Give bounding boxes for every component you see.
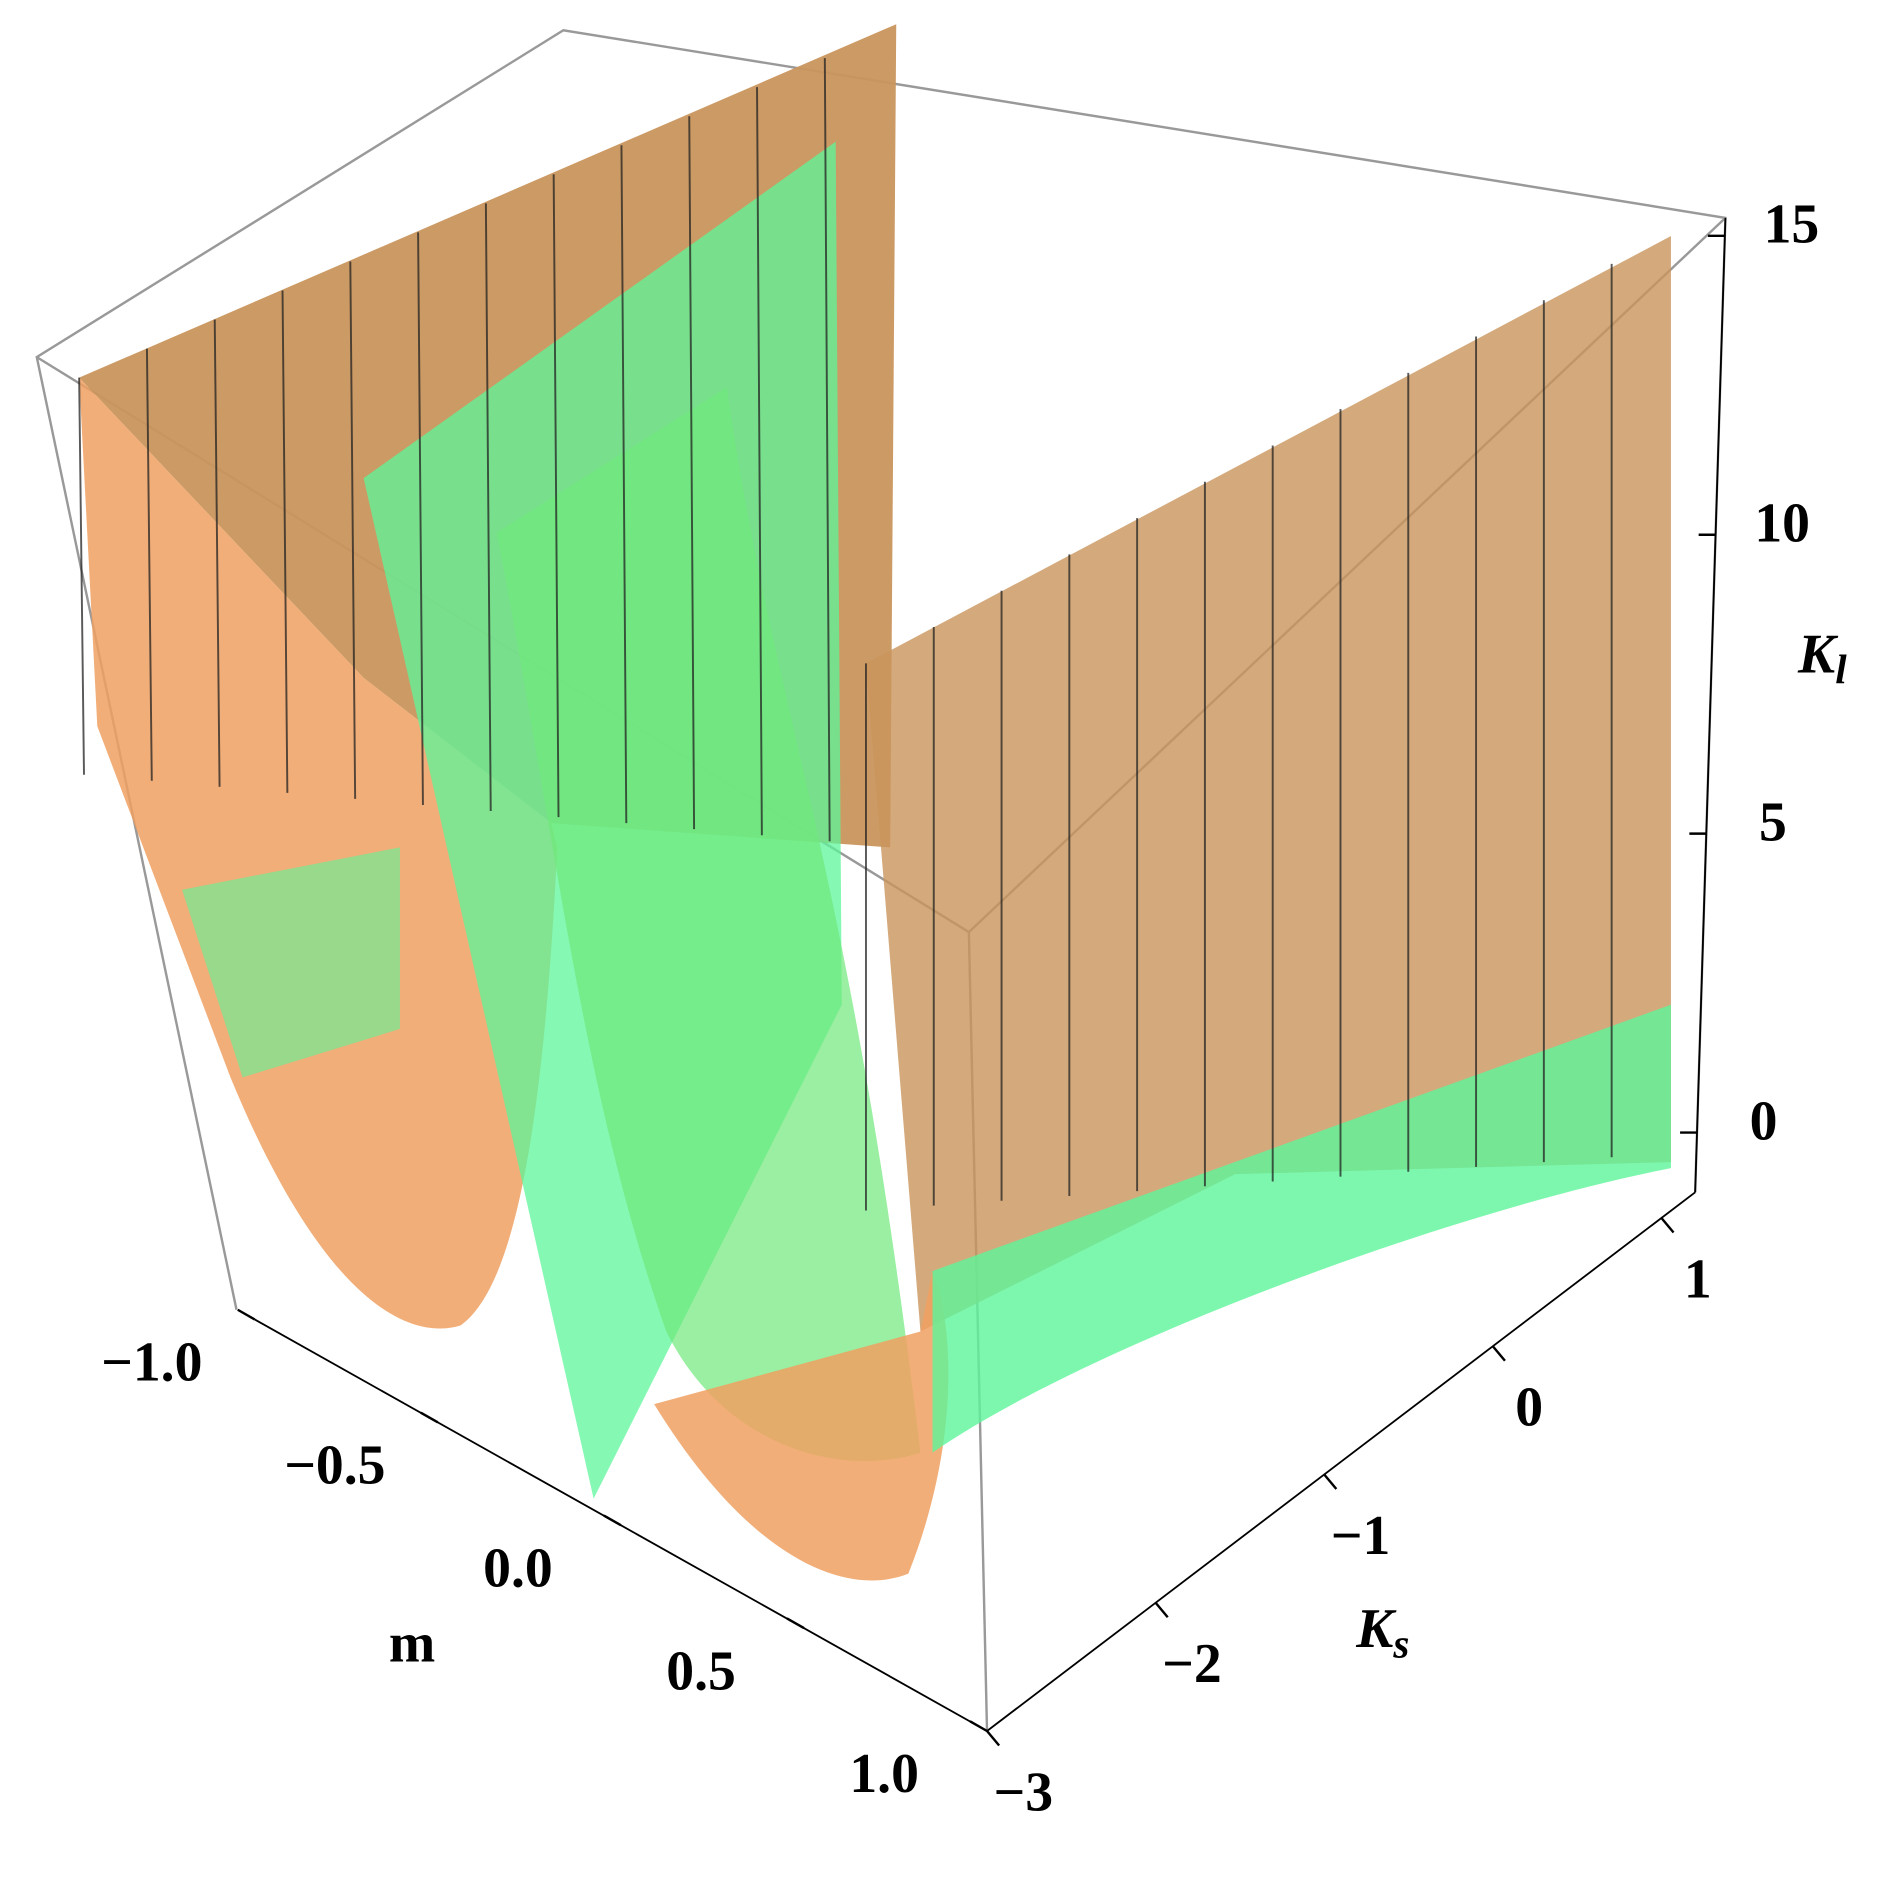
x-tick-label: −0.5 [284, 1435, 385, 1497]
y-tick [986, 1730, 1001, 1747]
mesh-line [688, 116, 696, 830]
x-tick-label: 0.0 [483, 1537, 553, 1599]
z-axis-label: Kl [1797, 623, 1847, 692]
mesh-line [349, 261, 357, 799]
y-tick-label: −3 [994, 1761, 1054, 1823]
surface-green [496, 387, 921, 1462]
y-tick-label: 1 [1684, 1248, 1712, 1310]
y-axis-label-main: K [1355, 1598, 1397, 1660]
surfaces [79, 24, 1671, 1581]
z-axis-label-sub: l [1835, 647, 1847, 693]
mesh-line [620, 145, 628, 824]
x-tick [786, 1617, 805, 1630]
mesh-line [281, 290, 289, 793]
x-tick-label: −1.0 [101, 1332, 202, 1394]
surface-trough [79, 377, 558, 1329]
mesh-line [552, 174, 560, 818]
x-tick [237, 1308, 256, 1321]
y-tick [1154, 1601, 1169, 1619]
mesh-line [145, 348, 153, 781]
mesh-line [213, 319, 221, 787]
z-axis-line [1694, 217, 1727, 1193]
y-axis-label-sub: s [1392, 1621, 1409, 1667]
y-axis-line [986, 1191, 1696, 1732]
surface-right [865, 236, 1671, 1332]
x-tick-label: 1.0 [849, 1743, 919, 1805]
mesh-line [417, 232, 424, 805]
z-tick-label: 15 [1764, 194, 1820, 256]
z-tick-label: 0 [1750, 1090, 1778, 1152]
mesh-line [823, 58, 831, 842]
x-tick-label: 0.5 [666, 1640, 736, 1702]
x-tick [420, 1411, 439, 1424]
z-tick-label: 10 [1754, 492, 1810, 554]
surface-green [182, 847, 400, 1078]
mesh-line [756, 87, 763, 836]
y-tick-label: 0 [1515, 1377, 1543, 1439]
y-tick [1660, 1217, 1675, 1234]
x-tick [603, 1514, 622, 1527]
y-axis-label: Ks [1355, 1598, 1409, 1667]
y-tick [1491, 1345, 1506, 1362]
mesh-line [78, 377, 85, 775]
mesh-line [484, 203, 492, 812]
y-tick-label: −2 [1162, 1633, 1222, 1695]
surface-trough [654, 1271, 949, 1581]
x-tick [969, 1720, 988, 1733]
z-axis-label-main: K [1797, 623, 1839, 685]
surface-green-front [932, 1004, 1671, 1453]
mesh [78, 58, 1613, 1211]
y-tick [1323, 1473, 1338, 1490]
x-axis-label: m [389, 1612, 435, 1674]
z-tick-label: 5 [1759, 791, 1787, 853]
y-tick-label: −1 [1331, 1505, 1391, 1567]
